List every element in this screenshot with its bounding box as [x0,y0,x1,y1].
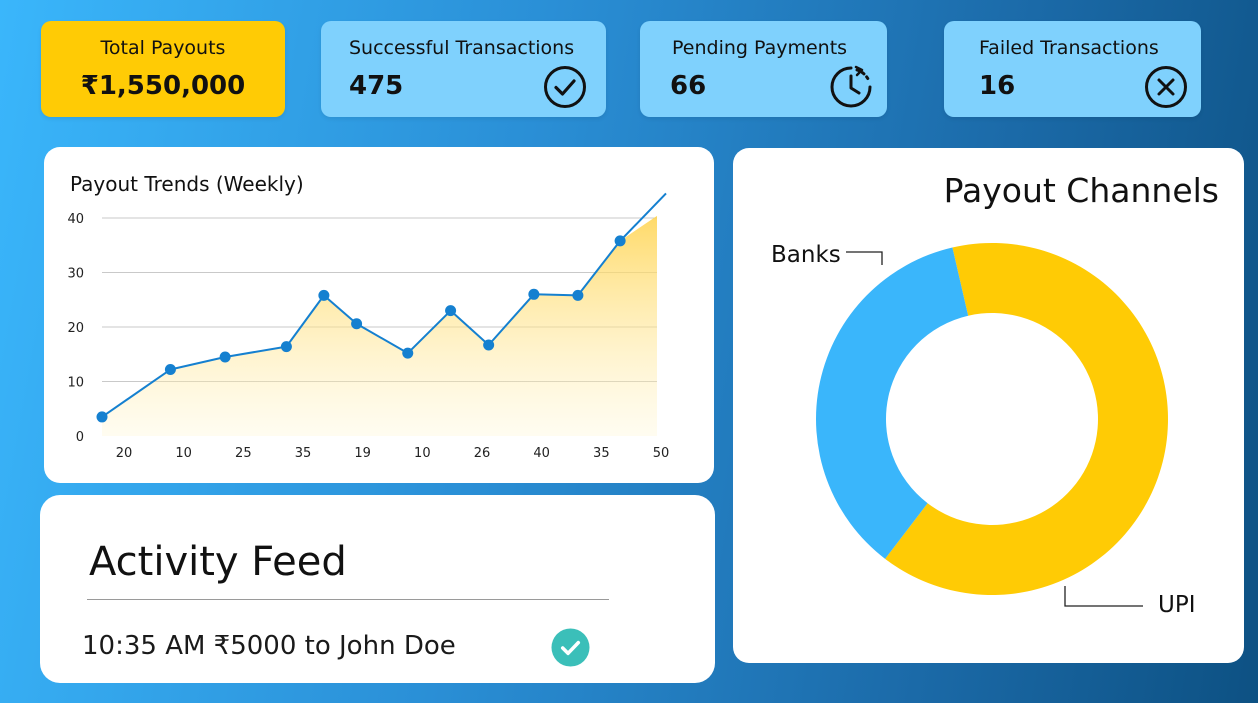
x-tick-label: 50 [653,446,670,461]
failed-transactions-label: Failed Transactions [979,37,1159,59]
total-payouts-value: ₹1,550,000 [80,71,246,101]
successful-transactions-value: 475 [349,71,404,101]
payout-channels-chart: Payout Channels Banks UPI [771,171,1219,618]
clock-refresh-icon [830,65,872,108]
payout-trends-chart: Payout Trends (Weekly) 0 10 20 30 40 20 10 25 3… [67,172,670,461]
x-circle-icon [1145,66,1187,108]
data-point [164,364,176,376]
pending-payments-value: 66 [670,71,707,101]
data-point [96,411,108,423]
x-tick-label: 20 [116,446,133,461]
y-tick-label: 40 [67,212,84,227]
data-point [528,288,540,300]
x-tick-label: 40 [533,446,550,461]
x-tick-label: 25 [235,446,252,461]
data-point [351,318,363,330]
x-tick-label: 10 [414,446,431,461]
chart-title: Payout Trends (Weekly) [70,172,304,196]
failed-transactions-card: Failed Transactions 16 [944,21,1201,117]
pie-slice [885,243,1168,596]
y-tick-label: 30 [67,267,84,282]
slice-label: Banks [771,242,841,268]
area-fill [102,215,657,436]
x-tick-label: 19 [354,446,371,461]
data-point [572,289,584,301]
payout-trends-card: Payout Trends (Weekly) 0 10 20 30 40 20 10 25 3… [44,147,714,483]
x-tick-label: 26 [474,446,491,461]
payout-channels-card: Payout Channels Banks UPI [733,148,1244,663]
list-item: 10:35 AM ₹5000 to John Doe [82,631,456,661]
x-tick-label: 10 [175,446,192,461]
pie-slice [816,247,969,559]
activity-feed-card: Activity Feed 10:35 AM ₹5000 to John Doe [40,495,715,683]
check-circle-icon [551,628,590,667]
data-point [614,235,626,247]
divider [87,599,609,600]
activity-feed-title: Activity Feed [89,539,347,585]
y-tick-label: 0 [76,430,84,445]
pending-payments-card: Pending Payments 66 [640,21,887,117]
slice-label: UPI [1158,592,1196,618]
total-payouts-label: Total Payouts [100,37,226,59]
x-tick-label: 35 [295,446,312,461]
data-point [402,347,414,359]
data-point [280,341,292,353]
check-circle-icon [544,66,586,108]
data-point [318,289,330,301]
leader-line [846,251,883,265]
y-tick-label: 10 [67,376,84,391]
chart-title: Payout Channels [944,171,1219,210]
data-point [445,305,457,317]
total-payouts-card: Total Payouts ₹1,550,000 [41,21,285,117]
data-point [219,351,231,363]
data-point [483,339,495,351]
leader-line [1064,586,1143,607]
pending-payments-label: Pending Payments [672,37,848,59]
successful-transactions-card: Successful Transactions 475 [321,21,606,117]
x-tick-label: 35 [593,446,610,461]
successful-transactions-label: Successful Transactions [349,37,575,59]
y-tick-label: 20 [67,321,84,336]
failed-transactions-value: 16 [979,71,1016,101]
